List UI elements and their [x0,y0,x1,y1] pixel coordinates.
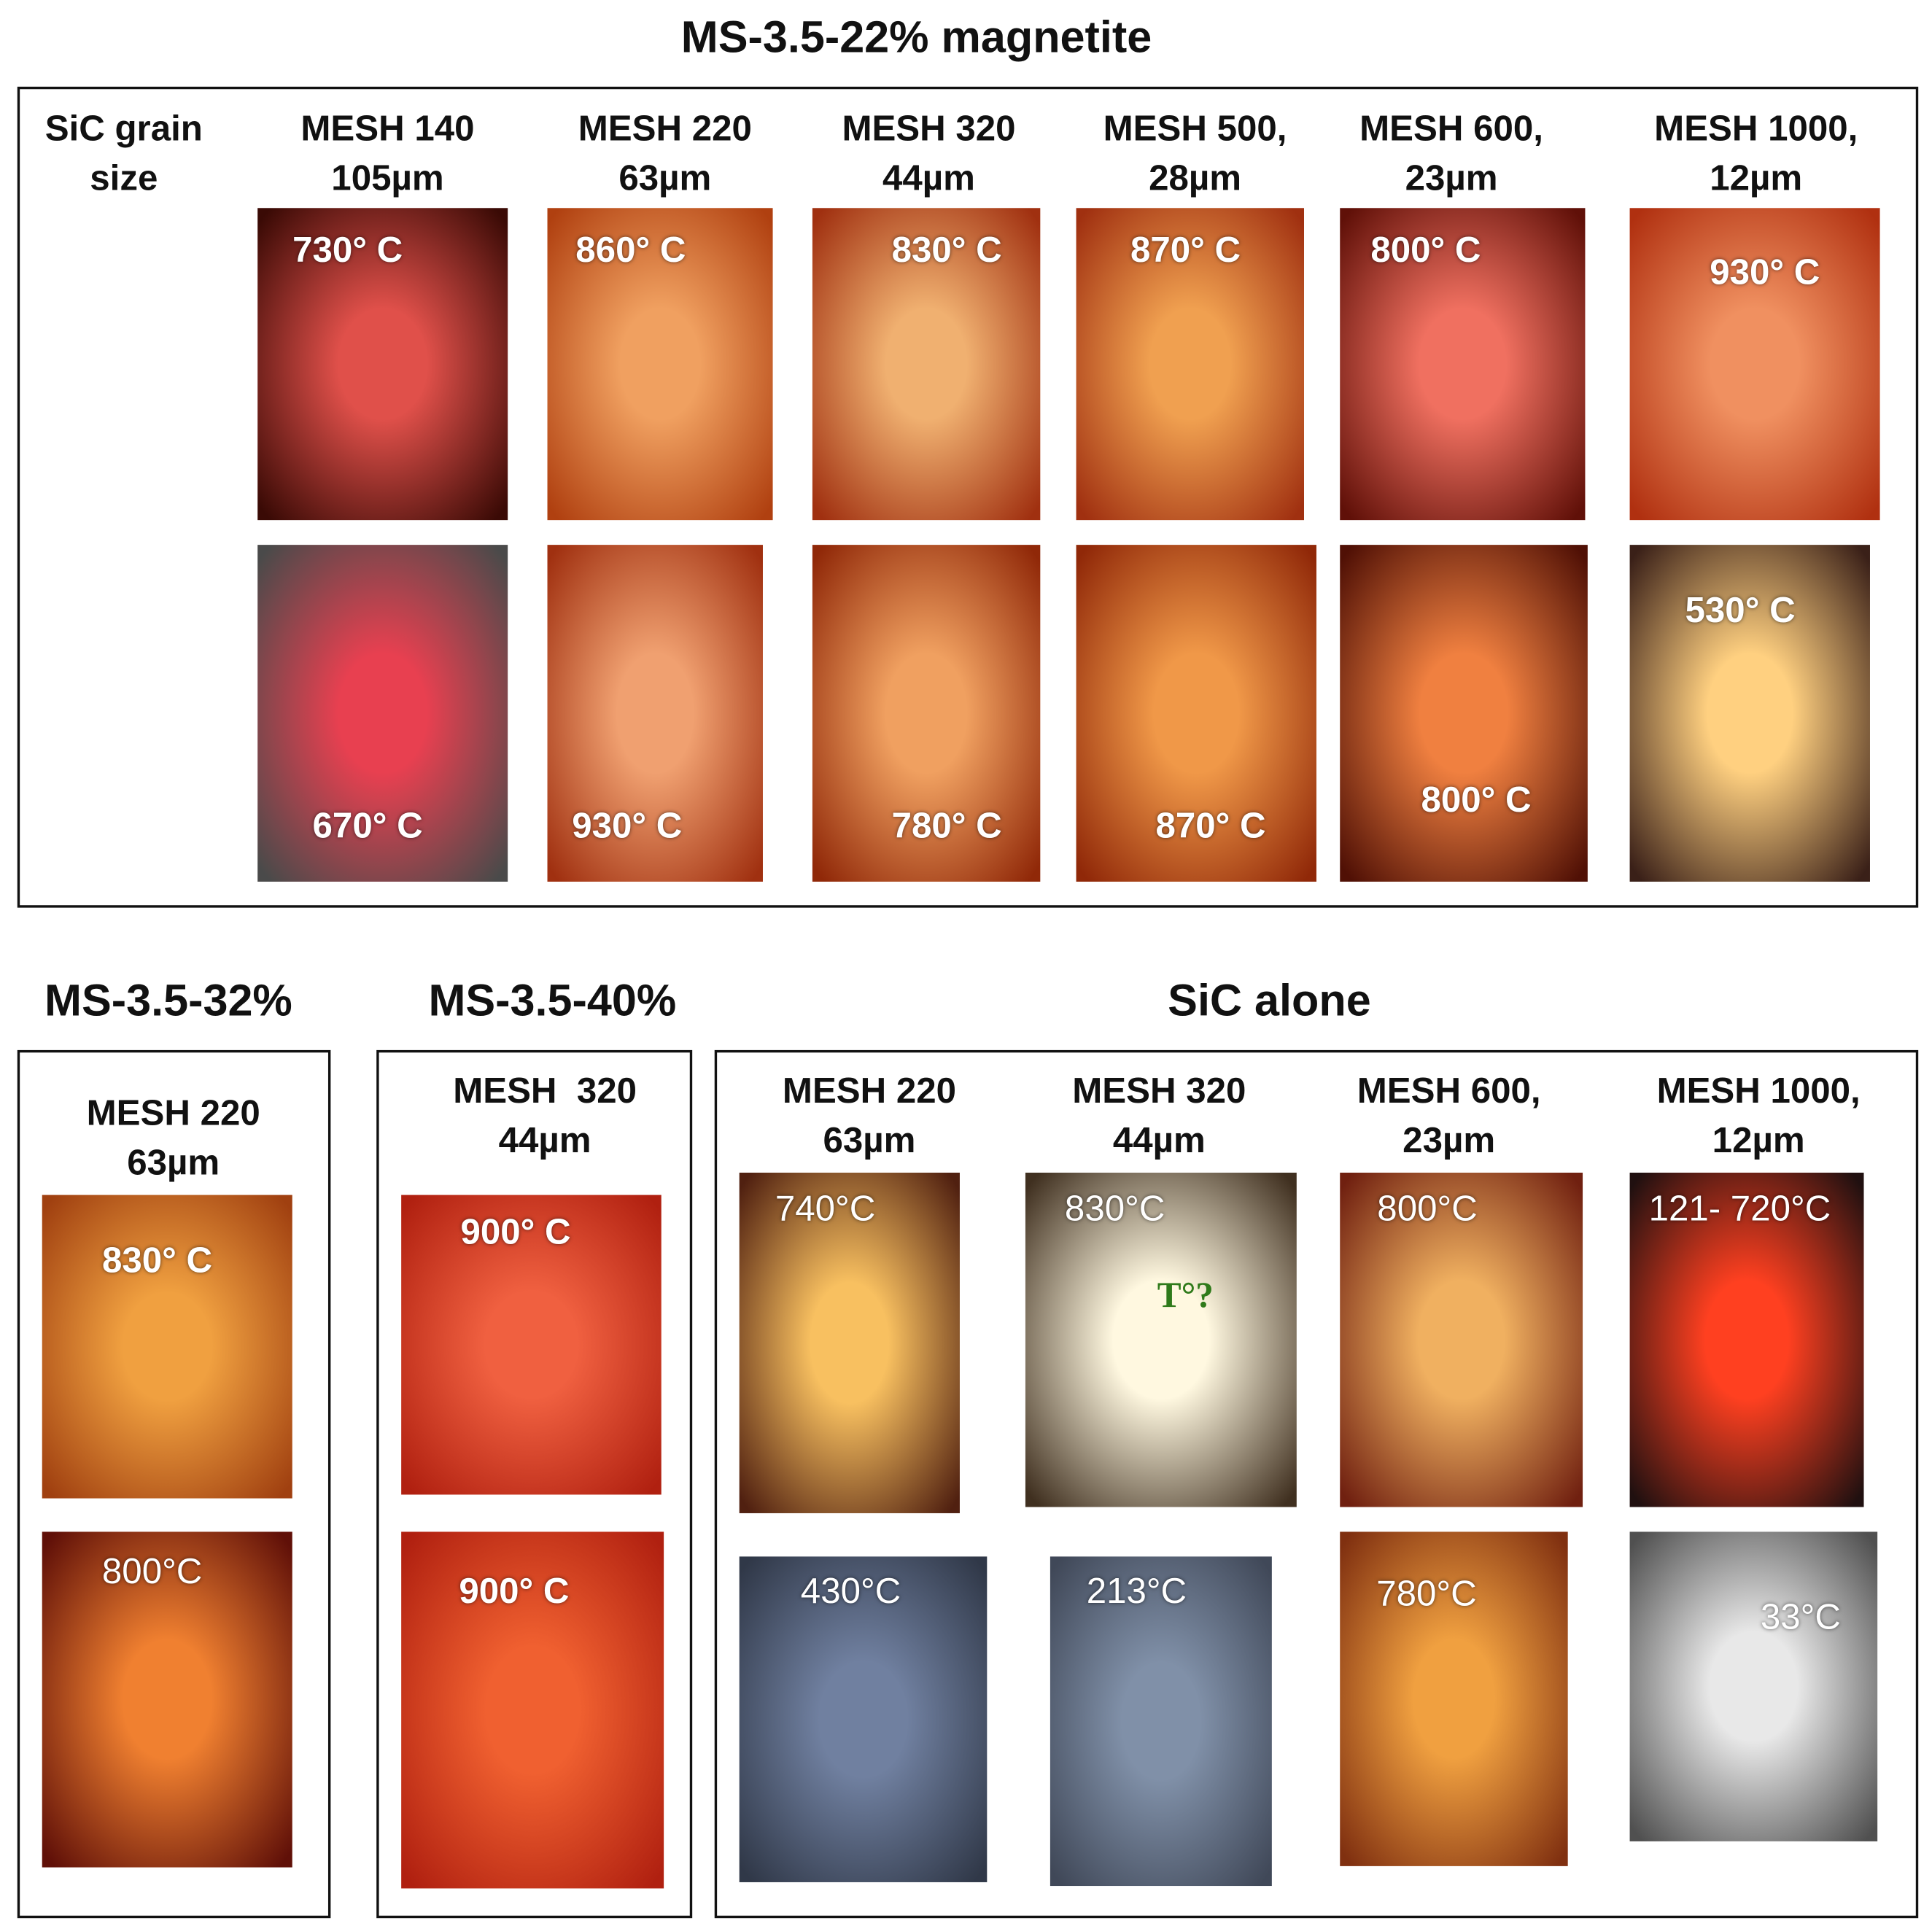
column-header: 23µm [1405,159,1498,199]
temperature-label: 730° C [292,231,403,271]
temperature-label: 800° C [1421,780,1532,820]
temperature-label: 830°C [1064,1189,1165,1229]
temperature-label: 900° C [459,1572,570,1612]
annotation: T°? [1157,1275,1214,1316]
row-header: size [90,159,158,199]
photo [739,1173,960,1513]
photo [1340,208,1586,521]
column-header: MESH 600, [1359,109,1543,150]
column-header: 28µm [1149,159,1242,199]
temperature-label: 830° C [891,231,1002,271]
photo [1629,1531,1878,1841]
column-header: MESH 220 [782,1071,957,1111]
column-header: MESH 220 [86,1094,260,1134]
column-header: 12µm [1712,1121,1805,1161]
column-header: MESH 500, [1103,109,1287,150]
column-header: 44µm [882,159,975,199]
photo [42,1531,292,1868]
panel-box [714,1049,1919,1919]
photo [1025,1173,1297,1507]
photo [739,1556,988,1882]
column-header: MESH 600, [1357,1071,1541,1111]
panel-box [17,86,1919,908]
column-header: MESH 140 [300,109,475,150]
temperature-label: 870° C [1155,807,1266,847]
temperature-label: 800°C [101,1551,203,1591]
temperature-label: 530° C [1685,591,1796,632]
column-header: 63µm [823,1121,916,1161]
photo [547,208,773,521]
row-header: SiC grain [44,109,203,150]
panel-title: MS-3.5-40% [428,974,677,1025]
photo [257,208,508,521]
column-header: MESH 1000, [1654,109,1858,150]
temperature-label: 870° C [1130,231,1241,271]
column-header: 12µm [1710,159,1803,199]
photo [1340,1173,1583,1507]
photo [1340,545,1588,882]
column-header: MESH 320 [1072,1071,1246,1111]
photo [1629,1173,1864,1507]
photo [42,1195,292,1499]
temperature-label: 740°C [775,1189,876,1230]
column-header: MESH 320 [453,1071,637,1111]
column-header: 44µm [1112,1121,1206,1161]
photo [547,545,763,882]
panel-title: MS-3.5-32% [44,974,292,1025]
photo [812,208,1041,521]
temperature-label: 860° C [575,231,686,271]
temperature-label: 930° C [1710,253,1820,293]
temperature-label: 900° C [460,1213,571,1254]
photo [257,545,508,882]
temperature-label: 800° C [1370,231,1481,271]
panel-title: SiC alone [1168,974,1371,1025]
photo [812,545,1041,882]
photo [401,1531,664,1889]
column-header: MESH 320 [842,109,1016,150]
temperature-label: 430°C [800,1572,901,1612]
temperature-label: 780°C [1376,1574,1477,1615]
temperature-label: 930° C [572,807,683,847]
temperature-label: 780° C [891,807,1002,847]
temperature-label: 670° C [312,807,423,847]
column-header: MESH 1000, [1656,1071,1861,1111]
photo [1076,208,1304,521]
temperature-label: 33°C [1760,1598,1841,1638]
photo [1050,1556,1272,1887]
temperature-label: 213°C [1086,1572,1187,1612]
photo [1340,1531,1568,1866]
column-header: MESH 220 [578,109,752,150]
photo [401,1195,662,1495]
temperature-label: 800°C [1377,1189,1478,1229]
photo [1629,545,1870,882]
column-header: 44µm [498,1121,591,1161]
panel-box [17,1049,331,1919]
photo [1076,545,1316,882]
column-header: 23µm [1403,1121,1496,1161]
column-header: 63µm [127,1143,220,1184]
column-header: 105µm [331,159,444,199]
temperature-label: 121- 720°C [1648,1189,1831,1229]
photo [1629,208,1880,521]
panel-title: MS-3.5-22% magnetite [680,11,1152,62]
column-header: 63µm [618,159,712,199]
panel-box [376,1049,693,1919]
temperature-label: 830° C [101,1241,213,1281]
